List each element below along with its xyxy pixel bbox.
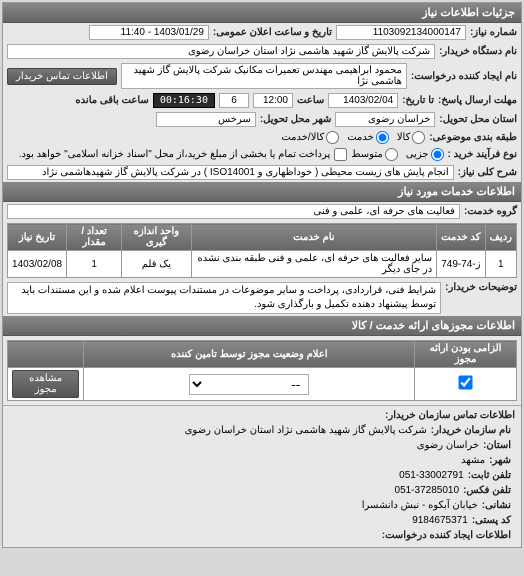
service-group-label: گروه خدمت: [464,206,517,217]
cell-name: سایر فعالیت های حرفه ای، علمی و فنی طبقه… [191,251,437,278]
contact-phone-label: تلفن ثابت: [468,470,511,481]
until-label: تا تاریخ: [402,95,434,106]
type-medium-label: متوسط [351,149,382,160]
purchase-type-radio-group: جزیی متوسط [351,148,443,161]
cell-date: 1403/02/08 [8,251,67,278]
classification-radio-group: کالا خدمت کالا/خدمت [281,131,425,144]
class-goods-radio[interactable] [412,131,425,144]
col-row: ردیف [485,224,516,251]
permit-row: -- مشاهده مجوز [8,368,517,401]
class-both-radio[interactable] [326,131,339,144]
city-value: سرخس [156,112,256,127]
need-info-header: جزئیات اطلاعات نیاز [3,3,521,23]
contact-postal-value: 9184675371 [412,515,468,526]
remaining-days-value: 6 [219,93,249,108]
service-group-value: فعالیت های حرفه ای، علمی و فنی [7,204,460,219]
service-info-header: اطلاعات خدمات مورد نیاز [3,182,521,202]
class-service-label: خدمت [347,132,374,143]
hour-label: ساعت [297,95,324,106]
need-title-label: شرح کلی نیاز: [458,167,517,178]
cell-qty: 1 [67,251,122,278]
cell-code: ز-74-749 [437,251,485,278]
view-permit-button[interactable]: مشاهده مجوز [12,370,79,398]
col-unit: واحد اندازه گیری [122,224,191,251]
col-permit-status: اعلام وضعیت مجوز توسط تامین کننده [84,341,415,368]
remaining-label: ساعت باقی مانده [75,95,148,106]
cell-idx: 1 [485,251,516,278]
contact-postal-label: کد پستی: [472,515,511,526]
deadline-date-value: 1403/02/04 [328,93,398,108]
vendor-permits-header: اطلاعات مجوزهای ارائه خدمت / کالا [3,316,521,336]
table-row: 1 ز-74-749 سایر فعالیت های حرفه ای، علمی… [8,251,517,278]
cell-unit: یک قلم [122,251,191,278]
col-code: کد خدمت [437,224,485,251]
org-name-value: شرکت پالایش گاز شهید هاشمی نژاد استان خر… [185,425,427,436]
type-minor-label: جزیی [406,149,429,160]
province-value: خراسان رضوی [335,112,435,127]
contact-city-value: مشهد [461,455,485,466]
contact-province-label: استان: [483,440,511,451]
contact-address-value: خیابان آبکوه - نبش دانشسرا [362,500,478,511]
class-goods-label: کالا [397,132,411,143]
deadline-hour-value: 12:00 [253,93,293,108]
purchase-type-label: نوع فرآیند خرید : [448,149,517,160]
treasury-checkbox[interactable] [334,148,347,161]
city-label: شهر محل تحویل: [260,114,332,125]
contact-address-label: نشانی: [482,500,511,511]
col-name: نام خدمت [191,224,437,251]
type-medium-radio[interactable] [385,148,398,161]
contact-province-value: خراسان رضوی [417,440,479,451]
announce-time-label: تاریخ و ساعت اعلان عمومی: [213,27,332,38]
need-title-value: انجام پایش های زیست محیطی ( خوداظهاری و … [7,165,454,180]
requester-label: نام ایجاد کننده درخواست: [411,71,517,82]
contact-city-label: شهر: [489,455,511,466]
permits-table: الزامی بودن ارائه مجوز اعلام وضعیت مجوز … [7,340,517,401]
services-table: ردیف کد خدمت نام خدمت واحد اندازه گیری ت… [7,223,517,278]
creator-contact-label: اطلاعات ایجاد کننده درخواست: [382,530,511,541]
requester-value: محمود ابراهیمی مهندس تعمیرات مکانیک شرکت… [121,63,407,89]
need-number-label: شماره نیاز: [470,27,517,38]
class-service-radio[interactable] [376,131,389,144]
type-minor-radio[interactable] [431,148,444,161]
contact-fax-label: تلفن فکس: [463,485,511,496]
col-qty: تعداد / مقدار [67,224,122,251]
buyer-org-label: نام دستگاه خریدار: [439,46,517,57]
need-number-value: 1103092134000147 [336,25,466,40]
province-label: استان محل تحویل: [439,114,517,125]
contact-fax-value: 051-37285010 [395,485,460,496]
col-permit-required: الزامی بودن ارائه مجوز [415,341,517,368]
permit-status-select[interactable]: -- [189,374,309,395]
buyer-notes-value: شرایط فنی، قراردادی، پرداخت و سایر موضوع… [7,282,441,314]
payment-note: پرداخت تمام یا بخشی از مبلغ خرید،از محل … [19,149,331,160]
class-both-label: کالا/خدمت [281,132,324,143]
announce-time-value: 1403/01/29 - 11:40 [89,25,209,40]
buyer-notes-label: توضیحات خریدار: [445,282,517,293]
classification-label: طبقه بندی موضوعی: [429,132,517,143]
org-name-label: نام سازمان خریدار: [431,425,511,436]
countdown-timer: 00:16:30 [153,93,215,108]
buyer-contact-header: اطلاعات تماس سازمان خریدار: [9,410,515,421]
buyer-contact-button[interactable]: اطلاعات تماس خریدار [7,68,117,85]
buyer-org-value: شرکت پالایش گاز شهید هاشمی نژاد استان خر… [7,44,435,59]
contact-phone-value: 051-33002791 [399,470,464,481]
permit-required-checkbox[interactable] [458,375,472,389]
col-date: تاریخ نیاز [8,224,67,251]
reply-deadline-label: مهلت ارسال پاسخ: [438,95,517,106]
